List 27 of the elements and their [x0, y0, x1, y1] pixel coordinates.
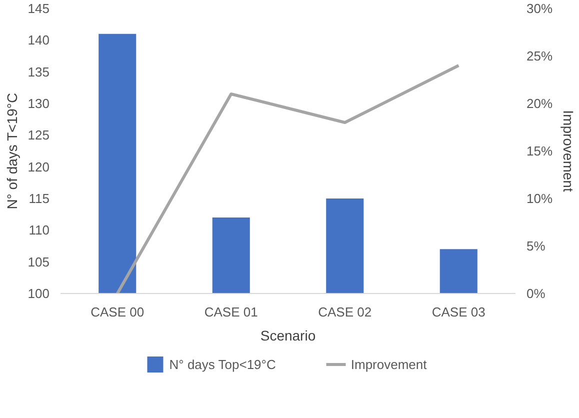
x-tick-label: CASE 02 — [318, 304, 372, 320]
y2-tick-label: 0% — [526, 286, 546, 301]
y-axis-title: N° of days T<19°C — [4, 92, 20, 210]
y-tick-label: 140 — [28, 32, 50, 48]
y-tick-label: 145 — [28, 1, 50, 16]
legend-label: Improvement — [350, 356, 427, 372]
y2-tick-label: 10% — [526, 191, 553, 206]
line-series — [116, 64, 460, 294]
y-tick-label: 125 — [28, 128, 50, 143]
y-tick-label: 135 — [28, 64, 50, 80]
y2-tick-label: 5% — [526, 238, 546, 254]
y-tick-label: 110 — [28, 222, 50, 238]
y-tick-label: 115 — [28, 191, 50, 206]
y-tick-label: 130 — [28, 96, 50, 111]
x-tick-label: CASE 01 — [204, 304, 258, 320]
x-tick-label: CASE 03 — [432, 304, 486, 320]
y2-tick-label: 25% — [526, 48, 553, 64]
y2-tick-label: 20% — [526, 96, 553, 111]
y-tick-label: 120 — [28, 159, 50, 174]
legend-label: N° days Top<19°C — [169, 356, 276, 372]
x-axis-title: Scenario — [260, 328, 316, 344]
y2-tick-label: 30% — [526, 1, 553, 16]
y-tick-label: 105 — [28, 254, 50, 270]
y2-axis-title: Improvement — [560, 110, 577, 192]
y2-tick-label: 15% — [526, 144, 553, 158]
y-tick-label: 100 — [28, 286, 50, 301]
x-tick-label: CASE 00 — [90, 304, 144, 320]
